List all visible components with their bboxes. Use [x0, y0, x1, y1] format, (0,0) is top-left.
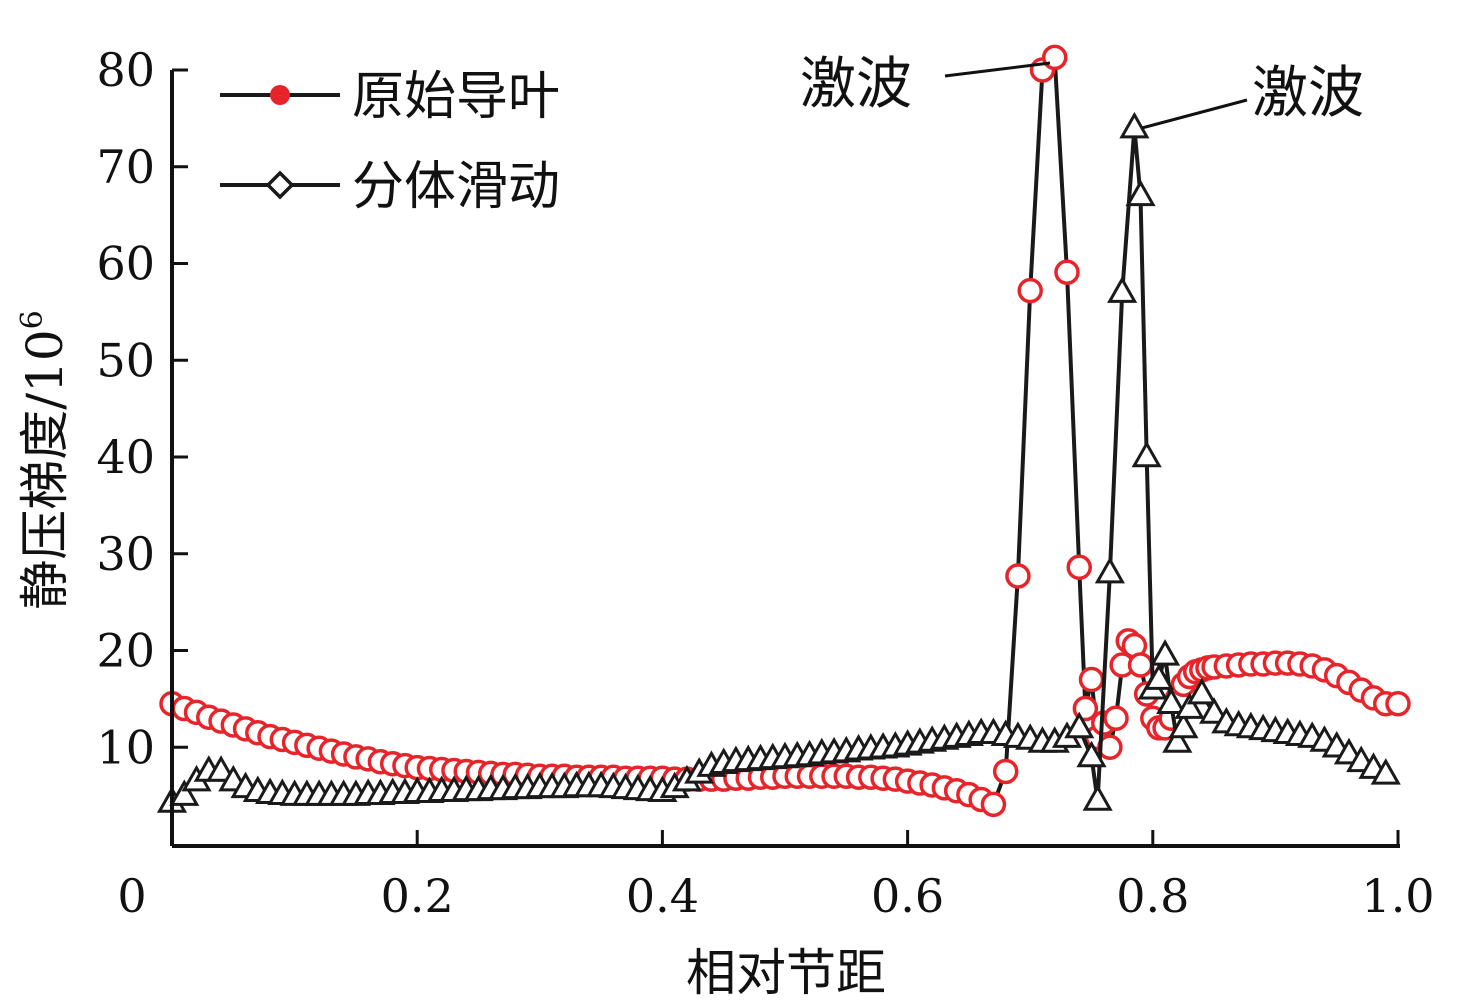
data-point [1041, 44, 1068, 71]
data-point [1131, 440, 1162, 468]
y-axis-title-superscript: 6 [15, 310, 50, 329]
x-tick-label: 0.8 [1116, 869, 1189, 923]
y-tick-label: 50 [96, 333, 155, 387]
data-point [1119, 111, 1150, 139]
data-point [1005, 563, 1031, 589]
data-point [1385, 690, 1411, 717]
y-tick-label: 80 [96, 43, 155, 97]
annotation-leader-1 [944, 61, 1051, 78]
data-point [1078, 666, 1105, 693]
series-original [159, 44, 1411, 818]
y-tick-label: 20 [96, 624, 155, 678]
legend: 原始导叶 分体滑动 [220, 67, 560, 217]
y-axis-title-main: 静压梯度/10 [16, 329, 74, 609]
y-tick-label: 70 [96, 140, 155, 194]
data-point [1066, 554, 1092, 581]
y-tick-label: 10 [96, 720, 155, 774]
data-point [1199, 697, 1230, 724]
series-split [156, 111, 1401, 813]
data-point [1370, 758, 1401, 785]
annotation-leader-2 [1141, 98, 1248, 130]
x-tick-label: 0.4 [626, 869, 699, 923]
data-point [1156, 687, 1187, 715]
annotations: 激波 激波 [800, 52, 1364, 130]
data-point [1082, 784, 1113, 811]
data-point [1162, 726, 1193, 753]
data-point [1143, 663, 1175, 690]
annotation-label-1: 激波 [800, 52, 912, 117]
data-point [169, 779, 200, 806]
data-point [1054, 259, 1080, 285]
legend-item-original: 原始导叶 [220, 67, 560, 127]
data-point [1127, 652, 1154, 678]
y-ticks: 10 20 30 40 50 60 70 80 [96, 43, 188, 774]
data-point [1107, 276, 1138, 303]
data-point [1064, 711, 1095, 739]
y-tick-label: 40 [96, 430, 155, 484]
axes: 0 0.2 0.4 0.6 0.8 1.0 10 20 30 40 50 60 70 80 [96, 43, 1434, 923]
data-point [1168, 711, 1199, 739]
x-tick-label: 0 [117, 869, 146, 923]
legend-item-split: 分体滑动 [220, 157, 560, 217]
x-tick-label: 0.2 [381, 869, 454, 923]
x-axis-title: 相对节距 [686, 944, 886, 1001]
data-point [1103, 705, 1129, 731]
y-axis-title: 静压梯度/106 [15, 310, 74, 610]
data-point [980, 791, 1007, 818]
annotation-label-2: 激波 [1252, 61, 1364, 126]
legend-label-original: 原始导叶 [352, 67, 560, 127]
legend-marker-split [265, 170, 295, 200]
data-point [1094, 556, 1125, 584]
x-tick-label: 1.0 [1361, 869, 1434, 923]
legend-marker-original [270, 85, 290, 105]
data-point [205, 755, 237, 782]
data-point [1017, 277, 1043, 304]
y-tick-label: 30 [96, 527, 155, 581]
y-tick-label: 60 [96, 237, 155, 291]
data-point [992, 758, 1019, 785]
x-tick-label: 0.6 [871, 869, 944, 923]
x-ticks: 0 0.2 0.4 0.6 0.8 1.0 [117, 830, 1435, 923]
legend-label-split: 分体滑动 [352, 157, 560, 217]
data-point [1186, 677, 1217, 705]
data-point [1076, 740, 1107, 768]
series-layer [156, 44, 1411, 818]
data-point [1174, 692, 1205, 719]
data-point [1149, 639, 1181, 666]
data-point [1125, 179, 1156, 207]
